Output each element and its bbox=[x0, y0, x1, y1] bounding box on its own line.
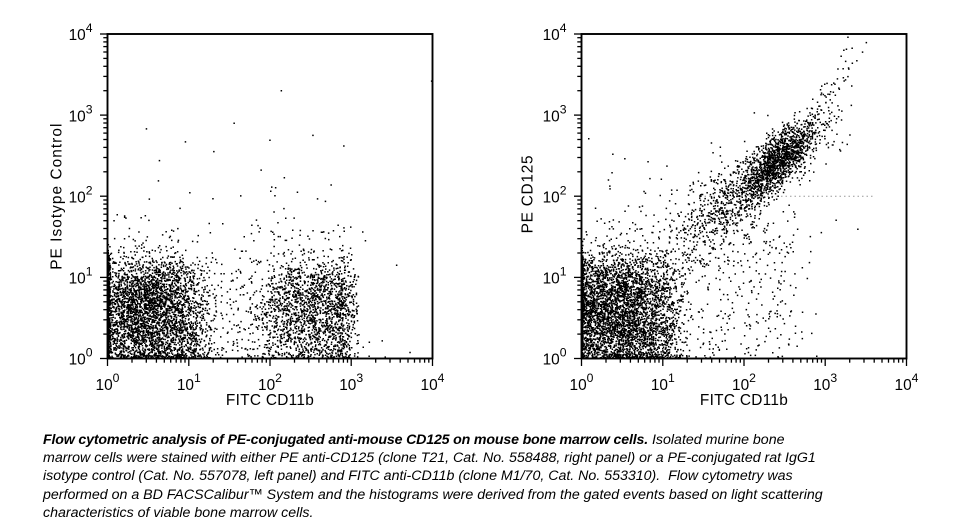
svg-text:FITC CD11b: FITC CD11b bbox=[700, 392, 788, 409]
svg-text:FITC CD11b: FITC CD11b bbox=[226, 392, 314, 409]
svg-text:100: 100 bbox=[570, 371, 594, 394]
svg-text:102: 102 bbox=[543, 183, 567, 206]
svg-text:104: 104 bbox=[69, 21, 93, 44]
svg-text:100: 100 bbox=[96, 371, 120, 394]
svg-text:104: 104 bbox=[421, 371, 445, 394]
svg-text:103: 103 bbox=[69, 102, 93, 125]
svg-text:101: 101 bbox=[177, 371, 201, 394]
svg-text:101: 101 bbox=[69, 265, 93, 288]
svg-text:102: 102 bbox=[69, 183, 93, 206]
svg-text:102: 102 bbox=[258, 371, 282, 394]
svg-text:PE Isotype Control: PE Isotype Control bbox=[49, 123, 66, 270]
svg-text:100: 100 bbox=[69, 346, 93, 369]
svg-text:102: 102 bbox=[732, 371, 756, 394]
svg-text:101: 101 bbox=[543, 265, 567, 288]
svg-text:103: 103 bbox=[813, 371, 837, 394]
svg-text:100: 100 bbox=[543, 346, 567, 369]
svg-text:101: 101 bbox=[651, 371, 675, 394]
svg-text:104: 104 bbox=[895, 371, 919, 394]
svg-text:104: 104 bbox=[543, 21, 567, 44]
svg-text:103: 103 bbox=[339, 371, 363, 394]
svg-text:PE CD125: PE CD125 bbox=[520, 155, 537, 234]
svg-text:103: 103 bbox=[543, 102, 567, 125]
